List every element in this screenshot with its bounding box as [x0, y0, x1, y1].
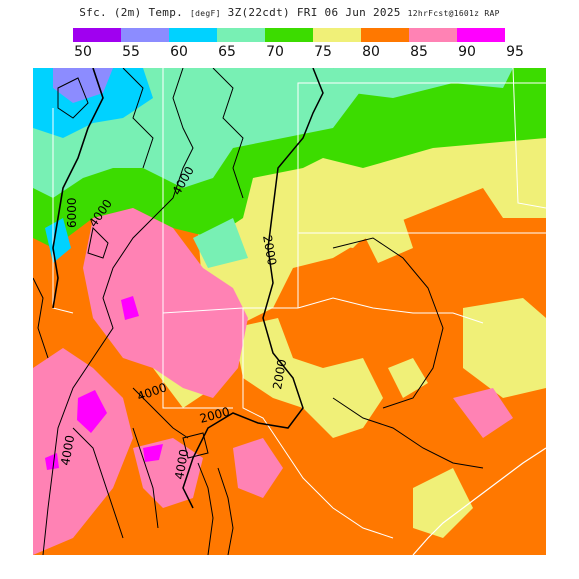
state-borders [52, 68, 546, 539]
color-scale-ticks: 50 55 60 65 70 75 80 85 90 95 [73, 44, 553, 62]
title-unit: [degF] [190, 9, 221, 18]
color-swatch [217, 28, 265, 42]
region-85-sw [33, 348, 133, 555]
contour-label: 6000 [65, 197, 79, 228]
color-scale-tick: 60 [170, 44, 188, 60]
region-85-blob [233, 438, 283, 498]
color-scale-tick: 85 [410, 44, 428, 60]
region-75-blob2 [363, 218, 413, 263]
region-55 [53, 68, 113, 103]
contour-label: 4000 [58, 434, 77, 467]
color-scale-tick: 95 [506, 44, 524, 60]
contour-lines [33, 68, 484, 555]
title-forecast: 12hrFcst@1601z RAP [407, 9, 500, 18]
color-scale-tick: 50 [74, 44, 92, 60]
color-swatch [361, 28, 409, 42]
color-scale-tick: 70 [266, 44, 284, 60]
color-swatch [313, 28, 361, 42]
color-scale-tick: 90 [458, 44, 476, 60]
contour-label: 2000 [260, 234, 279, 267]
color-scale-tick: 55 [122, 44, 140, 60]
color-swatch [169, 28, 217, 42]
region-85-far [453, 388, 513, 438]
title-valid: 3Z(22cdt) FRI 06 Jun 2025 [227, 6, 401, 19]
region-75-east [463, 298, 546, 398]
region-90-b [77, 390, 107, 433]
region-60-b [45, 218, 71, 263]
color-swatch [265, 28, 313, 42]
color-scale-bar [73, 28, 505, 42]
region-75-blob3 [388, 358, 428, 398]
color-swatch [457, 28, 505, 42]
coastline [412, 447, 546, 555]
title-main: Sfc. (2m) Temp. [79, 6, 184, 19]
color-swatch [73, 28, 121, 42]
region-90-d [45, 453, 59, 470]
color-swatch [121, 28, 169, 42]
region-75-se [413, 468, 473, 538]
temperature-map: 6000 4000 4000 2000 2000 2000 4000 4000 … [33, 68, 546, 555]
contour-label: 2000 [270, 358, 289, 391]
region-85-main [83, 208, 248, 398]
contour-label: 4000 [172, 448, 191, 481]
map-title: Sfc. (2m) Temp. [degF] 3Z(22cdt) FRI 06 … [0, 6, 579, 19]
region-90-c [143, 444, 163, 462]
region-75-south [233, 318, 383, 438]
color-scale-tick: 65 [218, 44, 236, 60]
color-scale-tick: 75 [314, 44, 332, 60]
region-90-a [121, 296, 139, 320]
region-65-lower [193, 218, 248, 268]
color-scale-tick: 80 [362, 44, 380, 60]
color-swatch [409, 28, 457, 42]
